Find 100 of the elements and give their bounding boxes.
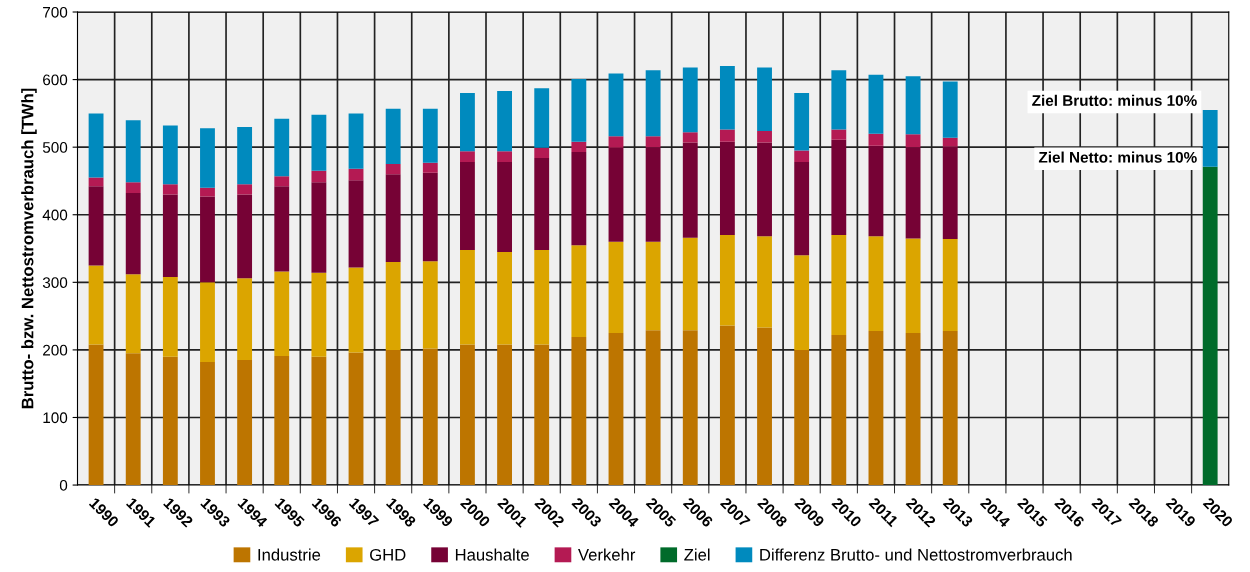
bar <box>385 164 401 175</box>
bar <box>162 194 178 277</box>
bar <box>905 147 921 239</box>
bar <box>905 238 921 334</box>
bar <box>905 134 921 148</box>
bar <box>348 180 364 268</box>
bar <box>460 162 475 250</box>
bar <box>534 344 550 486</box>
bar <box>571 245 587 338</box>
y-tick-label: 400 <box>42 209 68 221</box>
bar <box>534 249 550 345</box>
legend-label: GHD <box>370 548 406 561</box>
bar <box>497 251 512 345</box>
bar <box>719 235 735 326</box>
bar <box>719 141 735 236</box>
bar <box>571 337 587 486</box>
bar <box>868 236 884 331</box>
bar <box>162 356 178 486</box>
bar <box>757 327 772 486</box>
bar <box>88 113 104 178</box>
bar <box>311 170 327 183</box>
bar <box>274 271 290 356</box>
bar <box>274 118 290 177</box>
bar <box>125 193 141 275</box>
bar <box>460 151 475 163</box>
bar <box>88 186 104 266</box>
bar <box>868 133 884 146</box>
bar <box>682 67 698 133</box>
y-tick-label: 500 <box>42 142 68 153</box>
bar <box>311 114 327 171</box>
bar <box>422 162 438 173</box>
bar <box>422 172 438 262</box>
bar <box>237 184 253 195</box>
y-tick-label: 600 <box>43 74 68 86</box>
legend-label: Industrie <box>258 548 321 561</box>
bar <box>682 142 698 238</box>
bar <box>757 130 772 143</box>
bar <box>645 70 661 137</box>
bar <box>88 265 104 345</box>
bar <box>571 151 587 246</box>
bar <box>200 128 215 188</box>
bar <box>719 129 735 142</box>
legend-label: Differenz Brutto- und Nettostromverbrauch <box>760 548 1072 561</box>
bar <box>162 125 178 185</box>
bar <box>385 108 401 165</box>
bar <box>460 249 475 345</box>
bar <box>942 81 958 138</box>
bar <box>794 93 810 151</box>
bar <box>274 186 290 272</box>
y-tick-label: 0 <box>59 479 68 491</box>
bar <box>237 278 253 361</box>
bar <box>905 333 921 486</box>
y-tick-label: 700 <box>43 6 68 18</box>
bar <box>942 330 958 486</box>
bar <box>571 78 587 142</box>
bar <box>237 360 253 486</box>
bar <box>162 184 178 195</box>
y-tick-label: 200 <box>43 344 68 356</box>
bar <box>200 187 215 197</box>
bar <box>125 353 141 486</box>
bar <box>385 174 401 263</box>
bar <box>274 355 290 486</box>
bar <box>682 132 698 143</box>
bar <box>905 76 921 135</box>
bar <box>497 151 512 163</box>
bar <box>200 362 215 486</box>
bar <box>942 137 958 147</box>
bar <box>125 182 141 194</box>
bar <box>608 333 624 486</box>
bar <box>719 66 735 130</box>
bar <box>571 141 587 152</box>
bar <box>868 330 884 486</box>
bar <box>534 88 550 148</box>
bar <box>125 120 141 183</box>
bar <box>385 349 401 486</box>
bar <box>348 352 364 486</box>
bar <box>88 344 104 486</box>
bar <box>831 70 847 130</box>
bar <box>645 330 661 486</box>
bar <box>794 150 810 163</box>
bar <box>460 93 475 152</box>
bar <box>1202 166 1218 486</box>
y-tick-label: 100 <box>43 412 68 424</box>
bar <box>422 108 438 163</box>
bar <box>608 136 624 148</box>
bar <box>200 282 215 363</box>
bar <box>645 241 661 331</box>
bar <box>348 267 364 353</box>
bar <box>497 91 512 152</box>
bar <box>422 348 438 486</box>
legend-label: Ziel <box>684 548 710 561</box>
bar <box>757 236 772 328</box>
bar <box>831 235 847 336</box>
bar <box>311 272 327 357</box>
legend-label: Haushalte <box>455 548 529 561</box>
annotation: Ziel Brutto: minus 10% <box>1032 94 1197 106</box>
bar <box>757 142 772 237</box>
bar <box>942 146 958 240</box>
bar <box>348 168 364 181</box>
bar <box>460 344 475 486</box>
